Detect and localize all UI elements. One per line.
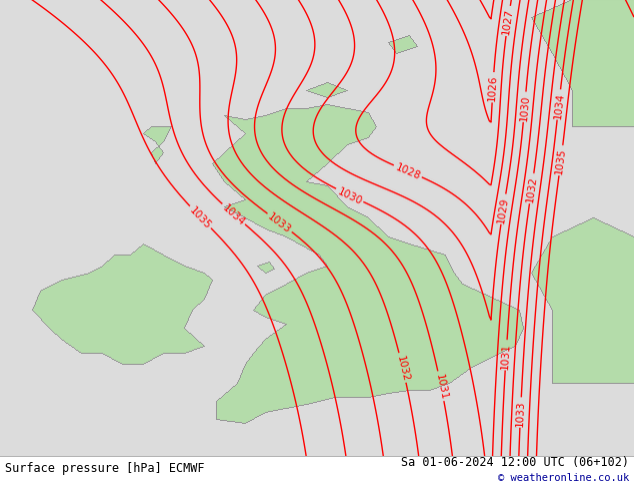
Text: Surface pressure [hPa] ECMWF: Surface pressure [hPa] ECMWF xyxy=(5,462,205,474)
Text: Sa 01-06-2024 12:00 UTC (06+102): Sa 01-06-2024 12:00 UTC (06+102) xyxy=(401,456,629,468)
Text: © weatheronline.co.uk: © weatheronline.co.uk xyxy=(498,473,629,483)
